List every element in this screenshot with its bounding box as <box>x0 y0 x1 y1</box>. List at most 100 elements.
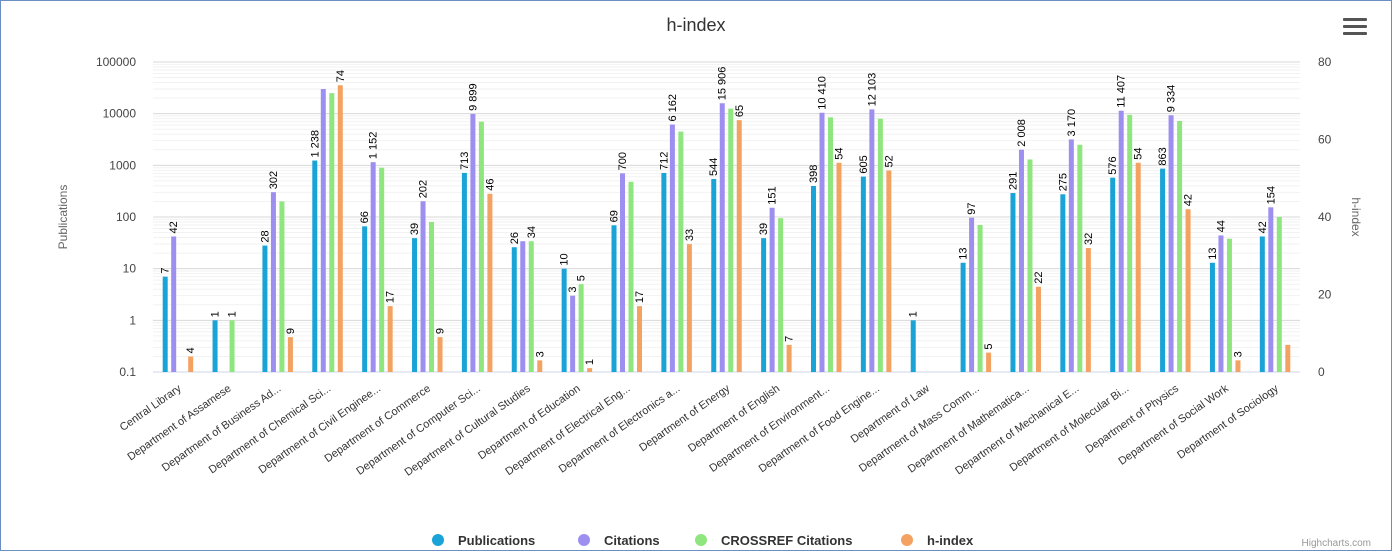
data-label: 2 008 <box>1016 119 1028 147</box>
data-label: 1 238 <box>309 130 321 158</box>
data-label: 713 <box>459 152 471 170</box>
legend-item-crossref-citations[interactable]: CROSSREF Citations <box>695 533 852 548</box>
bar-crossref-citations-2 <box>279 201 285 372</box>
bar-publications-19 <box>1110 177 1116 372</box>
bar-crossref-citations-9 <box>628 181 634 372</box>
bar-crossref-citations-4 <box>379 167 385 372</box>
data-label: 291 <box>1007 172 1019 190</box>
data-label: 39 <box>758 223 770 235</box>
y-left-tick-label: 0.1 <box>119 365 136 379</box>
legend-marker-icon <box>901 534 913 546</box>
bar-citations-16 <box>969 217 975 372</box>
bar-publications-9 <box>611 225 617 372</box>
legend-label: h-index <box>927 533 974 548</box>
bar-publications-15 <box>910 320 916 372</box>
bar-h-index-21 <box>1235 360 1241 372</box>
bar-citations-18 <box>1068 139 1074 372</box>
bar-citations-5 <box>420 201 426 372</box>
chart-title: h-index <box>666 15 725 35</box>
bar-citations-8 <box>570 295 576 372</box>
bar-publications-1 <box>212 320 218 372</box>
bar-citations-21 <box>1218 235 1224 372</box>
bar-publications-10 <box>661 172 667 372</box>
data-label: 1 <box>210 311 222 317</box>
bar-citations-0 <box>171 236 177 372</box>
bar-crossref-citations-22 <box>1276 217 1282 372</box>
data-label: 13 <box>1207 248 1219 260</box>
bar-citations-14 <box>869 109 875 373</box>
data-label: 3 <box>534 351 546 357</box>
bar-citations-13 <box>819 112 825 372</box>
bar-publications-6 <box>461 172 467 372</box>
bar-h-index-3 <box>337 85 343 372</box>
bar-h-index-11 <box>736 120 742 372</box>
bar-publications-11 <box>711 178 717 372</box>
legend-item-h-index[interactable]: h-index <box>901 533 974 548</box>
legend-marker-icon <box>695 534 707 546</box>
bar-crossref-citations-17 <box>1027 159 1033 372</box>
bar-h-index-0 <box>188 356 194 372</box>
data-label: 11 407 <box>1116 75 1128 108</box>
y-right-tick-label: 20 <box>1318 288 1332 302</box>
bar-crossref-citations-20 <box>1177 121 1183 373</box>
bar-crossref-citations-12 <box>778 218 784 372</box>
data-label: 66 <box>359 211 371 223</box>
data-label: 54 <box>833 148 845 160</box>
data-label: 576 <box>1107 156 1119 174</box>
bar-publications-22 <box>1259 236 1265 372</box>
legend-item-publications[interactable]: Publications <box>432 533 535 548</box>
y-right-tick-label: 60 <box>1318 133 1332 147</box>
bar-crossref-citations-7 <box>528 241 534 372</box>
data-label: 26 <box>509 232 521 244</box>
y-left-tick-label: 10 <box>123 262 137 276</box>
data-label: 302 <box>268 171 280 189</box>
bar-h-index-20 <box>1185 209 1191 372</box>
data-label: 202 <box>418 180 430 198</box>
data-label: 42 <box>1257 221 1269 233</box>
y-left-tick-label: 100 <box>116 210 136 224</box>
bar-h-index-12 <box>786 344 792 372</box>
data-label: 10 <box>559 253 571 265</box>
data-label: 712 <box>658 152 670 170</box>
bar-citations-2 <box>270 192 276 372</box>
export-menu-icon[interactable] <box>1343 18 1367 38</box>
bar-publications-7 <box>511 247 517 372</box>
data-label: 32 <box>1083 233 1095 245</box>
bar-citations-22 <box>1268 207 1274 372</box>
data-label: 44 <box>1215 220 1227 232</box>
x-tick-label: Department of English <box>686 383 782 455</box>
data-label: 9 899 <box>467 83 479 111</box>
y-right-tick-label: 0 <box>1318 365 1325 379</box>
data-label: 46 <box>484 179 496 191</box>
bar-citations-3 <box>320 89 326 372</box>
bar-publications-2 <box>262 245 268 372</box>
data-label: 5 <box>983 344 995 350</box>
bar-publications-14 <box>860 176 866 372</box>
bar-h-index-13 <box>836 162 842 372</box>
bar-citations-9 <box>620 173 626 372</box>
bars <box>162 85 1291 373</box>
grid-lines <box>153 61 1300 373</box>
legend-item-citations[interactable]: Citations <box>578 533 660 548</box>
x-tick-label: Department of Energy <box>637 382 732 454</box>
bar-h-index-10 <box>686 244 692 372</box>
bar-citations-6 <box>470 113 476 373</box>
y-right-tick-label: 40 <box>1318 210 1332 224</box>
data-label: 151 <box>767 186 779 204</box>
data-label: 154 <box>1265 186 1277 204</box>
bar-publications-20 <box>1160 168 1166 372</box>
credits-link[interactable]: Highcharts.com <box>1302 538 1371 549</box>
bar-crossref-citations-10 <box>678 131 684 372</box>
data-label: 13 <box>958 248 970 260</box>
legend: Publications Citations CROSSREF Citations h… <box>432 533 974 548</box>
bar-h-index-18 <box>1085 248 1091 372</box>
bar-h-index-16 <box>986 352 992 372</box>
data-label: 74 <box>335 70 347 82</box>
data-label: 1 <box>584 359 596 365</box>
data-label: 3 170 <box>1066 109 1078 137</box>
bar-h-index-8 <box>587 368 593 372</box>
data-label: 863 <box>1157 147 1169 165</box>
data-label: 9 334 <box>1166 85 1178 113</box>
